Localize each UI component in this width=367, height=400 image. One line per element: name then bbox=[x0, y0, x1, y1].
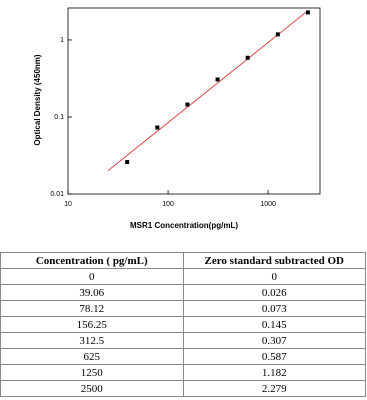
table-cell: 0.145 bbox=[182, 316, 366, 333]
table-cell: 0 bbox=[0, 268, 184, 285]
point bbox=[275, 32, 280, 37]
table-cell: 2.279 bbox=[182, 380, 366, 397]
table-cell: 0.026 bbox=[182, 284, 366, 301]
table-cell: 156.25 bbox=[0, 316, 184, 333]
x-tick-label: 100 bbox=[162, 201, 174, 208]
header-cell: Concentration ( pg/mL) bbox=[0, 252, 184, 269]
table-row: 39.06 0.026 bbox=[0, 284, 366, 301]
table-cell: 0.073 bbox=[182, 300, 366, 317]
point bbox=[305, 10, 310, 15]
chart: MSR1 Concentration(pg/mL) Optical Densit… bbox=[33, 7, 321, 230]
x-axis-label: MSR1 Concentration(pg/mL) bbox=[130, 221, 238, 230]
data-table: Concentration ( pg/mL) Zero standard sub… bbox=[0, 252, 366, 397]
point bbox=[155, 125, 160, 130]
table-row: 78.12 0.073 bbox=[0, 300, 366, 317]
y-axis-label: Optical Density (450nm) bbox=[33, 54, 42, 145]
x-tick-label: 10 bbox=[64, 201, 72, 208]
x-tick-label: 1000 bbox=[260, 201, 276, 208]
point bbox=[125, 160, 130, 165]
point bbox=[245, 55, 250, 60]
table-cell: 39.06 bbox=[0, 284, 184, 301]
plot-frame bbox=[67, 7, 321, 195]
fit-line bbox=[107, 10, 309, 172]
table-row: 1250 1.182 bbox=[0, 364, 366, 381]
table-row: 312.5 0.307 bbox=[0, 332, 366, 349]
header-cell: Zero standard subtracted OD bbox=[182, 252, 366, 269]
point bbox=[185, 102, 190, 107]
y-tick-label: 0.01 bbox=[50, 191, 64, 198]
y-tick-label: 1 bbox=[60, 37, 64, 44]
table-cell: 1.182 bbox=[182, 364, 366, 381]
table-cell: 0.587 bbox=[182, 348, 366, 365]
table-cell: 78.12 bbox=[0, 300, 184, 317]
table-cell: 0 bbox=[182, 268, 366, 285]
table-cell: 0.307 bbox=[182, 332, 366, 349]
table-header: Concentration ( pg/mL) Zero standard sub… bbox=[0, 252, 366, 269]
point bbox=[215, 77, 220, 82]
y-tick-label: 0.1 bbox=[54, 114, 64, 121]
table-cell: 312.5 bbox=[0, 332, 184, 349]
table-body: 0 0 39.06 0.026 78.12 0.073 156.25 0.145 312.5 0.… bbox=[0, 268, 366, 397]
table-row: 156.25 0.145 bbox=[0, 316, 366, 333]
table-cell: 1250 bbox=[0, 364, 184, 381]
table-cell: 2500 bbox=[0, 380, 184, 397]
table-row: 625 0.587 bbox=[0, 348, 366, 365]
table-cell: 625 bbox=[0, 348, 184, 365]
table-row: 2500 2.279 bbox=[0, 380, 366, 397]
